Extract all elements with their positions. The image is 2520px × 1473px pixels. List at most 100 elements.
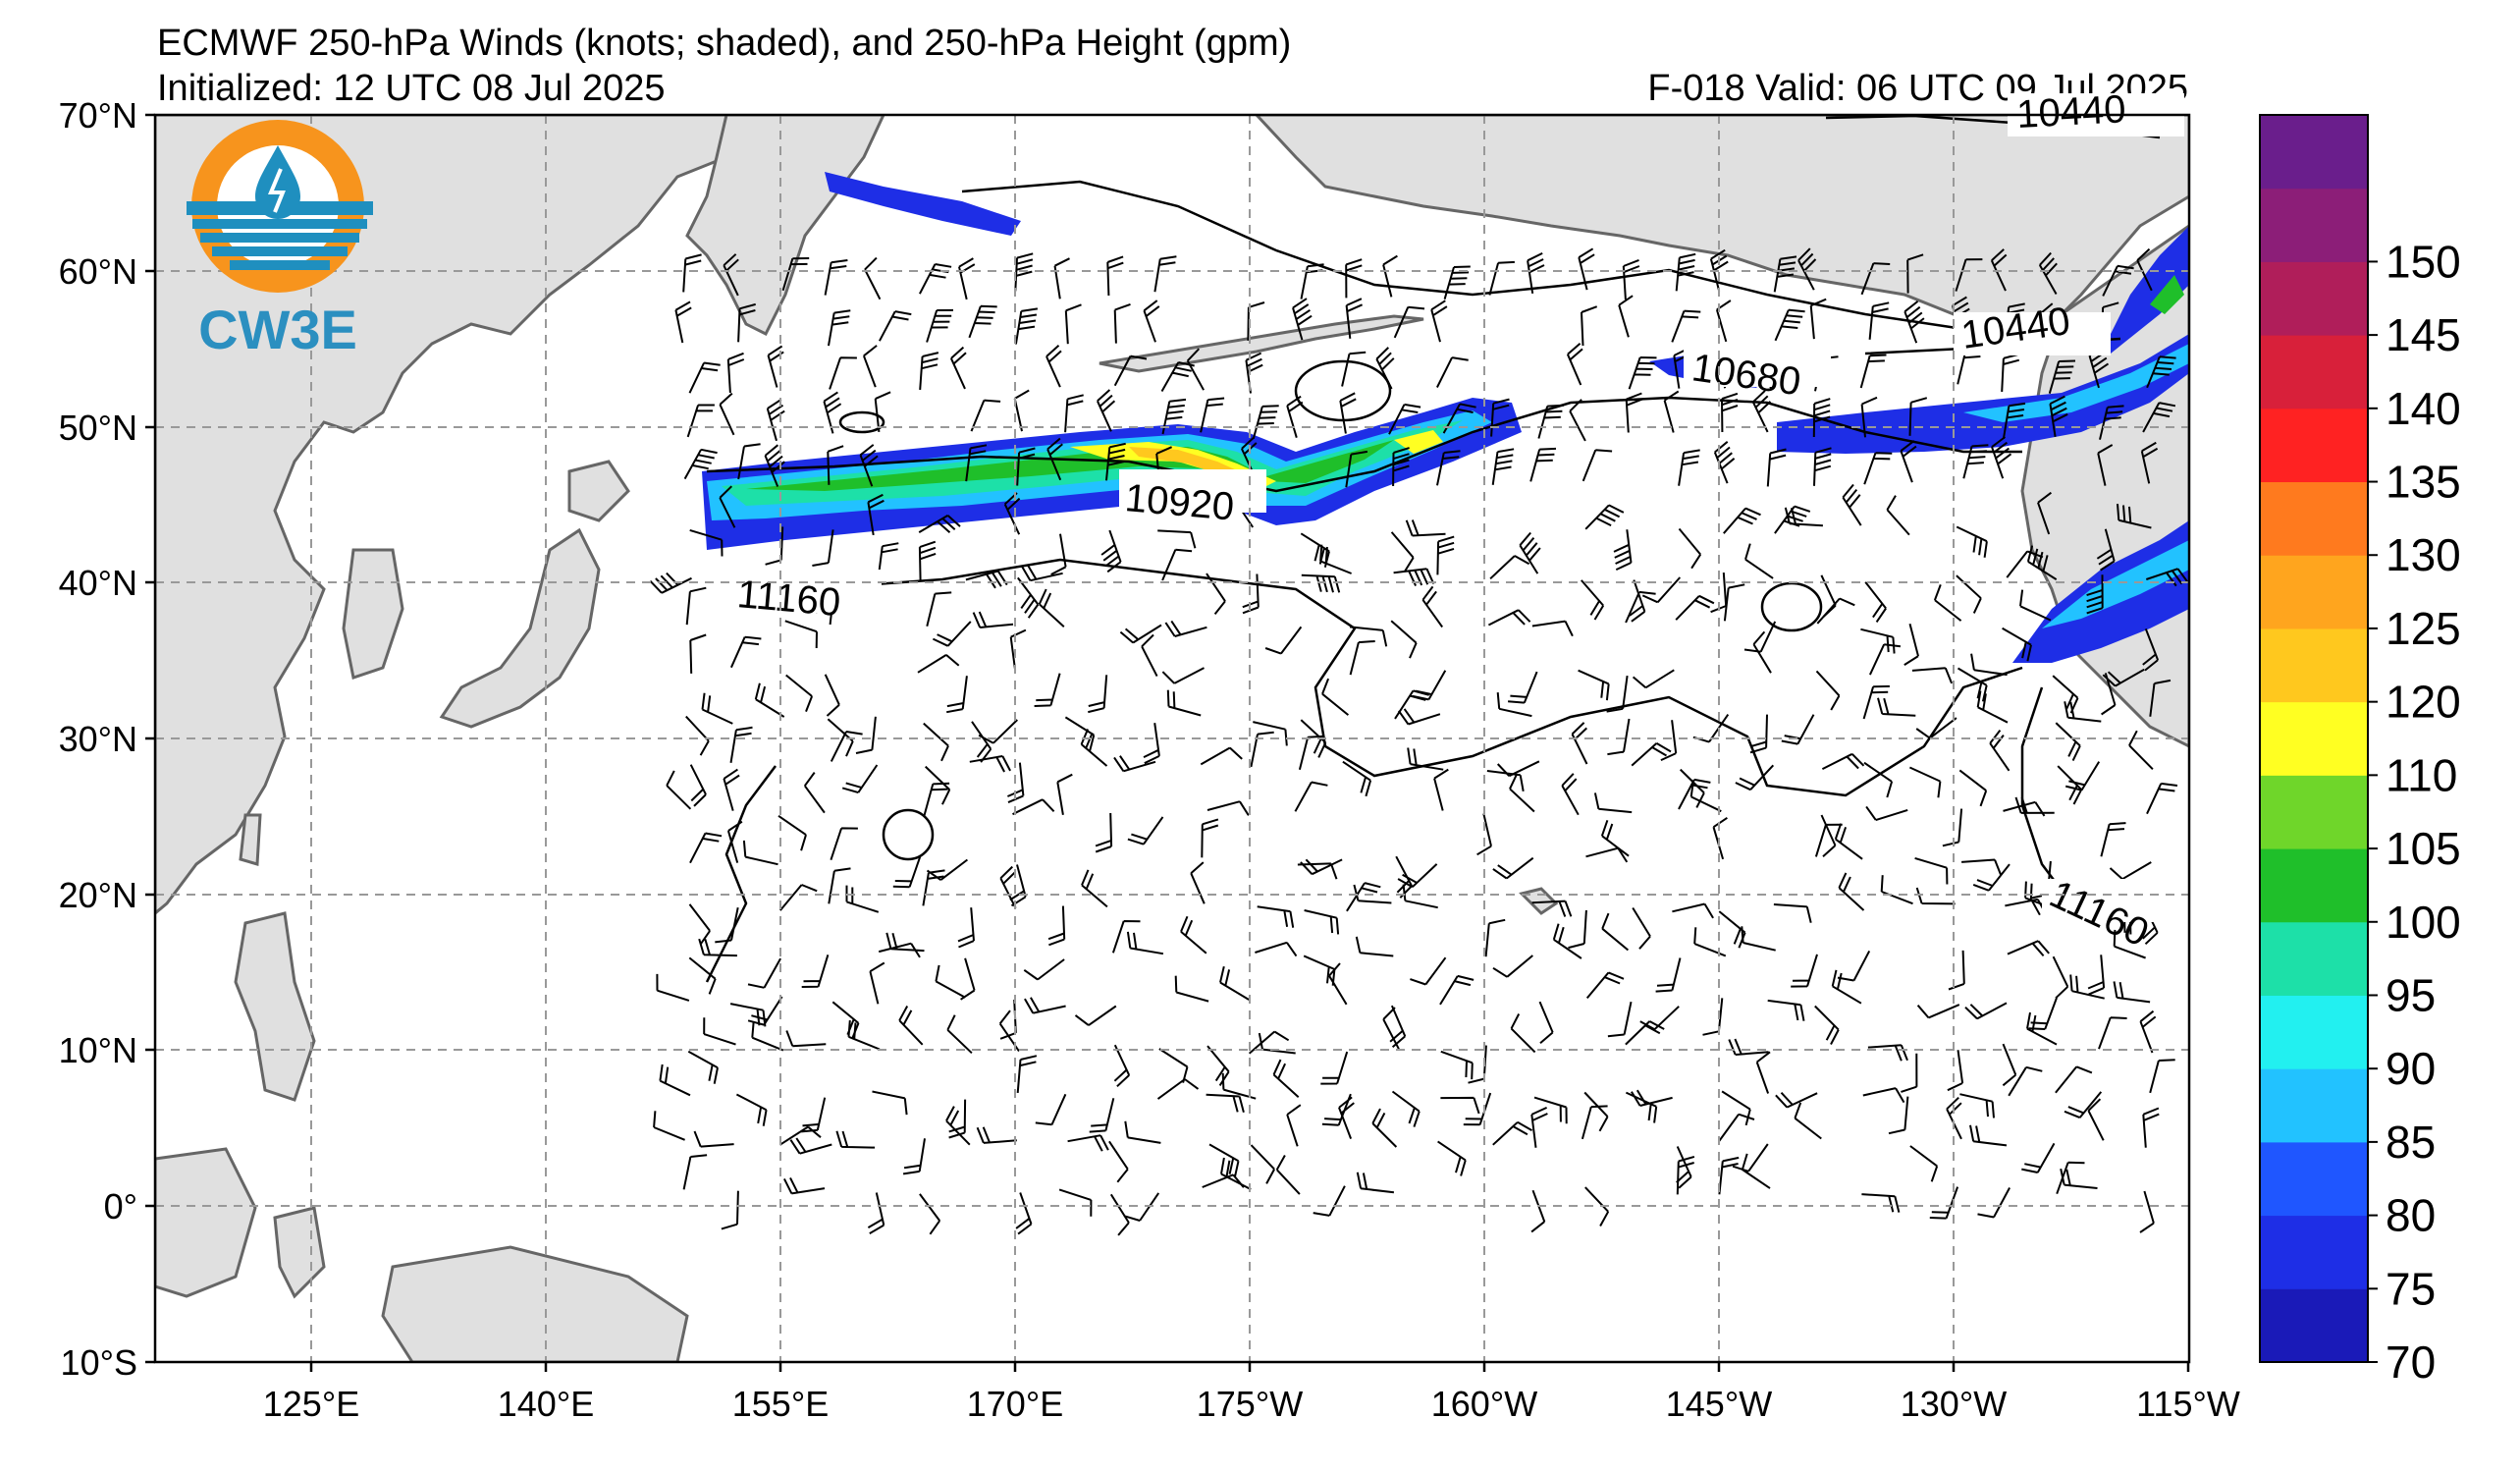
wind-barb [659, 1064, 691, 1097]
wind-barb [1397, 863, 1438, 889]
wind-barb [1821, 752, 1865, 770]
wind-barb [801, 1097, 827, 1133]
wind-barb [1578, 247, 1595, 291]
lat-label: 10°S [61, 1342, 137, 1383]
wind-barb [1723, 507, 1761, 534]
wind-barb [747, 996, 783, 1026]
wind-barb [1663, 390, 1680, 433]
wind-barb [1749, 714, 1768, 754]
colorbar-label: 105 [2386, 823, 2461, 874]
lat-label: 0° [104, 1186, 137, 1227]
wind-barb [1709, 248, 1729, 292]
wind-barb [869, 961, 885, 1005]
wind-barb [1488, 260, 1515, 296]
wind-barb [1767, 999, 1805, 1021]
gridlines [155, 115, 2189, 1362]
wind-barb [1047, 905, 1066, 947]
wind-barb [1957, 667, 1988, 702]
wind-barb [1859, 354, 1887, 389]
wind-barb [2087, 955, 2106, 996]
wind-barb [2102, 264, 2134, 297]
water-drop-icon [255, 145, 300, 219]
wind-barb [1867, 1044, 1908, 1062]
wind-barb [976, 1126, 1017, 1144]
wind-barb [1080, 729, 1108, 767]
wind-barb [2026, 1011, 2058, 1046]
wind-barb [2149, 679, 2171, 717]
wind-barb [789, 1137, 832, 1155]
wind-barb [1816, 597, 1855, 625]
wind-barb [1161, 667, 1205, 684]
wind-barb [1353, 884, 1392, 904]
wind-barb [1349, 626, 1388, 647]
wind-barb [1862, 1087, 1905, 1104]
wind-barb [726, 820, 743, 863]
wind-barb [1346, 882, 1381, 912]
wind-barb [1741, 1153, 1771, 1189]
lon-label: 160°W [1431, 1384, 1537, 1424]
jet-california-cyan [2042, 540, 2189, 628]
wind-barb [1272, 1059, 1300, 1098]
wind-barb [1784, 507, 1823, 527]
wind-barb [1903, 300, 1925, 344]
wind-barb [1566, 343, 1583, 386]
wind-barb [783, 1176, 826, 1195]
wind-barbs [649, 247, 2189, 1236]
wind-barb [1258, 1032, 1296, 1055]
wind-barb [1948, 950, 1965, 991]
wind-barb [1600, 819, 1630, 857]
wind-barb [1641, 576, 1682, 604]
wind-barb [1537, 404, 1565, 439]
wind-barb [1625, 1091, 1658, 1123]
colorbar-segment [2260, 555, 2368, 629]
wind-barb [1820, 814, 1837, 857]
wind-barb [682, 1154, 708, 1190]
wind-barb [918, 540, 937, 581]
wind-barb [1046, 437, 1063, 481]
wind-barb [1735, 764, 1775, 791]
wind-barb [1393, 305, 1425, 339]
wind-barb [892, 854, 922, 889]
wind-barb [823, 391, 842, 434]
wind-barb [1292, 298, 1313, 341]
wind-barb [1578, 669, 1610, 701]
colorbar-label: 95 [2386, 969, 2436, 1020]
colorbar: 70 75 80 85 90 95 100 105 110 120 125 130 135 140 145 1… [2259, 114, 2461, 1388]
wind-barb [812, 529, 834, 567]
wind-barb [1111, 920, 1141, 954]
wind-barb [1693, 927, 1727, 957]
wind-barb [1909, 1145, 1939, 1182]
wind-barb [1775, 1092, 1818, 1109]
wind-barb [1584, 504, 1625, 530]
wind-barb [751, 1020, 784, 1052]
wind-barb [701, 692, 733, 725]
wind-barb [1613, 529, 1633, 572]
wind-barb [1430, 300, 1448, 343]
wind-barb [1390, 531, 1415, 573]
wind-barb [1286, 395, 1304, 438]
wind-barb [685, 715, 710, 756]
wind-barb [835, 1130, 876, 1149]
wind-barb [2014, 796, 2055, 814]
wind-barb [1300, 858, 1343, 876]
wind-barb [1583, 1091, 1609, 1132]
wind-barb [1678, 778, 1711, 810]
colorbar-segment [2260, 1215, 2368, 1289]
wind-barb [1382, 254, 1398, 298]
land-sulawesi [273, 1206, 326, 1299]
contour-labels: 10440 10440 10680 10920 11160 11160 [734, 87, 2189, 955]
wind-barb [1035, 1093, 1067, 1126]
colorbar-segment [2260, 188, 2368, 262]
wind-barb [682, 253, 702, 293]
wind-barb [1034, 673, 1061, 707]
wind-barb [829, 356, 857, 390]
wind-barb [1989, 729, 2011, 772]
wind-barb [1186, 348, 1205, 391]
initialized-time: Initialized: 12 UTC 08 Jul 2025 [157, 68, 666, 109]
wind-barb [1206, 573, 1226, 616]
land-hokkaido [567, 460, 630, 522]
wind-barb [1014, 252, 1034, 292]
contour-label-11160: 11160 [735, 573, 842, 625]
wind-barb [2048, 359, 2076, 394]
wind-barb [1561, 773, 1580, 816]
